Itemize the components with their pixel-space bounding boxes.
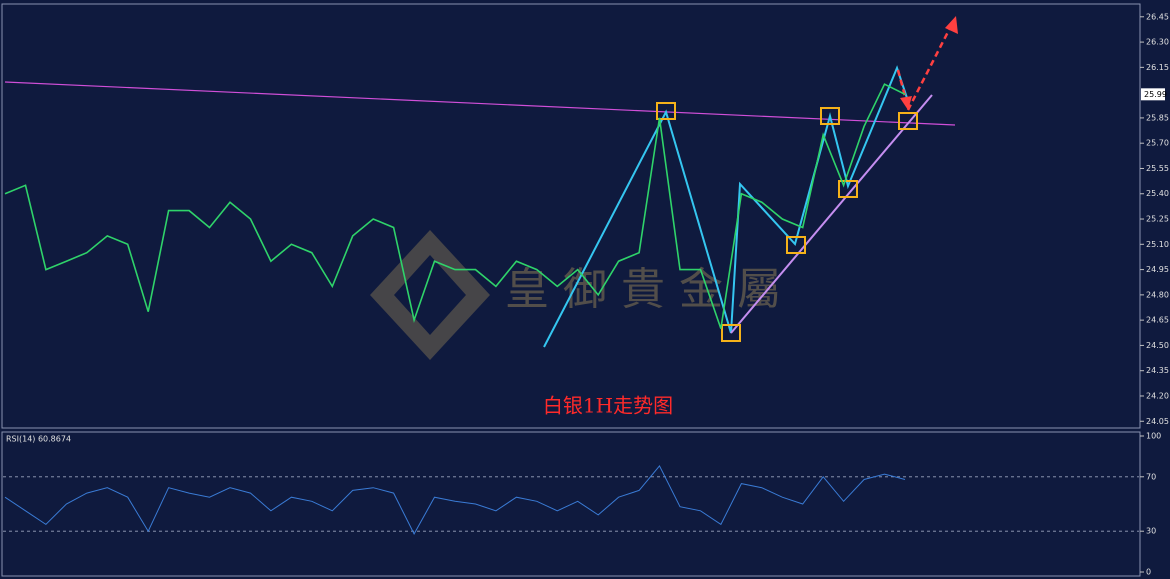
price-line: [4, 464, 906, 535]
y-tick-label: 25.70: [1146, 139, 1169, 148]
y-tick-label: 25.40: [1146, 189, 1169, 198]
watermark-logo: [370, 230, 490, 360]
y-tick-label: 26.45: [1146, 12, 1169, 21]
rsi-label: RSI(14) 60.8674: [6, 435, 71, 444]
support-line: [730, 94, 933, 334]
y-tick-label: 24.05: [1146, 417, 1169, 426]
y-tick-label: 25.55: [1146, 164, 1169, 173]
y-tick-label: 25.85: [1146, 113, 1169, 122]
y-tick-label: 24.50: [1146, 341, 1169, 350]
price-line: [4, 83, 906, 329]
y-tick-label: 24.65: [1146, 316, 1169, 325]
y-tick-label: 24.80: [1146, 290, 1169, 299]
wave-lines: [543, 65, 908, 348]
y-tick-label: 0: [1146, 568, 1151, 577]
forecast-arrows: [896, 16, 958, 111]
y-tick-label: 24.20: [1146, 391, 1169, 400]
y-tick-label: 25.10: [1146, 240, 1169, 249]
pivot-boxes: [656, 102, 918, 342]
chart-title: 白银1H走势图: [543, 394, 673, 418]
y-tick-label: 26.30: [1146, 38, 1169, 47]
y-tick-label: 24.35: [1146, 366, 1169, 375]
y-tick-label: 25.25: [1146, 215, 1169, 224]
y-tick-label: 100: [1146, 432, 1161, 441]
y-tick-label: 30: [1146, 527, 1156, 536]
resistance-line: [4, 81, 956, 126]
rsi-panel: [1, 431, 1141, 577]
last-price-label: 25.99: [1144, 90, 1167, 99]
y-tick-label: 26.15: [1146, 63, 1169, 72]
y-tick-label: 70: [1146, 472, 1156, 481]
last-price-box: [1141, 88, 1165, 101]
price-panel: [1, 3, 1141, 429]
y-tick-label: 24.95: [1146, 265, 1169, 274]
